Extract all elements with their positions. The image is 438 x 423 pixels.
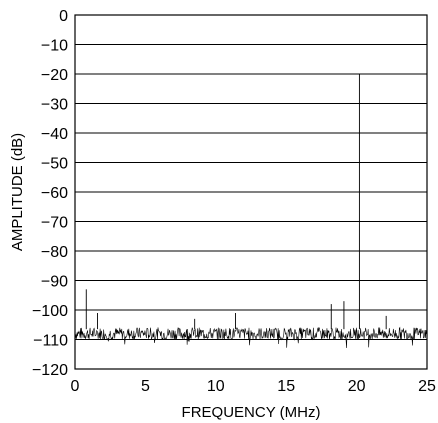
x-axis-title: FREQUENCY (MHz)	[182, 404, 321, 421]
noise-floor-trace	[74, 326, 428, 349]
x-tick-label-2: 10	[207, 378, 225, 395]
y-tick-label-9: −90	[41, 274, 68, 291]
y-tick-label-7: −70	[41, 215, 68, 232]
y-tick-label-3: −30	[41, 97, 68, 114]
x-tick-label-4: 20	[348, 378, 366, 395]
x-tick-label-1: 5	[141, 378, 150, 395]
y-tick-label-10: −100	[32, 303, 68, 320]
y-tick-label-2: −20	[41, 67, 68, 84]
plot-area-frame	[74, 14, 428, 370]
x-axis-tick-labels: 0 5 10 15 20 25	[71, 378, 436, 395]
y-tick-label-11: −110	[33, 333, 68, 350]
y-tick-label-5: −50	[41, 156, 68, 173]
y-tick-label-8: −80	[41, 244, 68, 261]
x-tick-label-0: 0	[71, 378, 80, 395]
grid-lines	[75, 44, 427, 340]
y-tick-label-4: −40	[41, 126, 68, 143]
y-tick-label-1: −10	[41, 38, 68, 55]
y-tick-label-12: −120	[32, 362, 68, 379]
y-tick-label-0: 0	[59, 8, 68, 25]
y-axis-tick-labels: 0 −10 −20 −30 −40 −50 −60 −70 −80 −90 −100 −110 −120	[32, 8, 68, 379]
x-tick-label-5: 25	[418, 378, 436, 395]
x-tick-label-3: 15	[277, 378, 295, 395]
y-tick-label-6: −60	[41, 185, 68, 202]
spectrum-series	[74, 74, 428, 349]
y-axis-title: AMPLITUDE (dB)	[9, 133, 26, 251]
